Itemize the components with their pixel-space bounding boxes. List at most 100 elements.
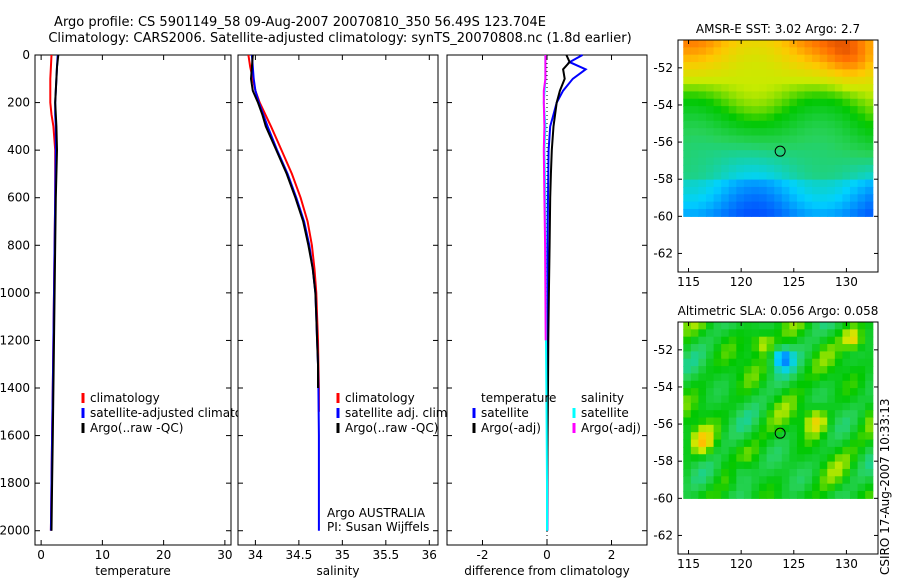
heatmap-cell xyxy=(781,194,790,203)
heatmap-cell xyxy=(774,476,783,485)
heatmap-cell xyxy=(713,208,722,217)
heatmap-cell xyxy=(819,366,828,375)
heatmap-cell xyxy=(759,142,768,151)
heatmap-cell xyxy=(819,344,828,352)
heatmap-cell xyxy=(728,179,737,188)
heatmap-cell xyxy=(728,84,737,93)
heatmap-cell xyxy=(842,366,851,375)
heatmap-cell xyxy=(683,179,692,188)
heatmap-cell xyxy=(827,84,836,93)
heatmap-cell xyxy=(706,142,715,151)
heatmap-cell xyxy=(706,373,715,382)
heatmap-cell xyxy=(796,106,806,115)
heatmap-cell xyxy=(743,358,753,367)
heatmap-cell xyxy=(774,336,783,345)
heatmap-cells xyxy=(683,322,874,499)
heatmap-cell xyxy=(812,54,821,63)
heatmap-cell xyxy=(804,172,813,181)
heatmap-cell xyxy=(713,446,722,455)
heatmap-cell xyxy=(690,344,700,352)
heatmap-cell xyxy=(804,135,813,144)
heatmap-cell xyxy=(721,150,730,159)
heatmap-cell xyxy=(713,351,722,360)
heatmap-cell xyxy=(827,179,836,188)
heatmap-cell xyxy=(683,329,692,338)
heatmap-cell xyxy=(796,54,806,63)
heatmap-cell xyxy=(819,208,828,217)
heatmap-cell xyxy=(804,98,813,107)
heatmap-cell xyxy=(706,120,715,129)
heatmap-cell xyxy=(766,142,775,151)
heatmap-cell xyxy=(850,76,859,85)
heatmap-cell xyxy=(804,62,813,70)
heatmap-cell xyxy=(713,47,722,56)
heatmap-cell xyxy=(736,40,745,48)
heatmap-cell xyxy=(698,150,707,159)
heatmap-cell xyxy=(766,150,775,159)
heatmap-cell xyxy=(789,410,798,419)
heatmap-cell xyxy=(857,208,866,217)
heatmap-cell xyxy=(850,91,859,100)
heatmap-cell xyxy=(721,106,730,115)
heatmap-cell xyxy=(774,172,783,181)
heatmap-cell xyxy=(865,91,874,100)
heatmap-cell xyxy=(690,135,700,144)
heatmap-cell xyxy=(698,62,707,70)
heatmap-cell xyxy=(759,446,768,455)
heatmap-cell xyxy=(857,366,866,375)
heatmap-cell xyxy=(690,179,700,188)
heatmap-cell xyxy=(850,468,859,477)
heatmap-cell xyxy=(819,322,828,330)
heatmap-cell xyxy=(850,179,859,188)
heatmap-cell xyxy=(698,490,707,499)
heatmap-cell xyxy=(789,454,798,463)
heatmap-cell xyxy=(842,142,851,151)
heatmap-cell xyxy=(827,336,836,345)
heatmap-cell xyxy=(857,164,866,173)
heatmap-cell xyxy=(736,106,745,115)
heatmap-cell xyxy=(819,439,828,448)
heatmap-cell xyxy=(774,490,783,499)
legend-title: temperature xyxy=(481,391,556,405)
heatmap-cell xyxy=(759,47,768,56)
heatmap-cell xyxy=(766,186,775,195)
heatmap-cell xyxy=(728,461,737,470)
heatmap-cell xyxy=(819,84,828,93)
heatmap-cell xyxy=(796,98,806,107)
heatmap-cell xyxy=(781,128,790,137)
heatmap-cell xyxy=(850,172,859,181)
heatmap-cell xyxy=(698,432,707,441)
heatmap-cell xyxy=(706,91,715,100)
heatmap-cell xyxy=(819,410,828,419)
heatmap-cell xyxy=(713,172,722,181)
heatmap-cell xyxy=(789,424,798,433)
heatmap-cell xyxy=(842,454,851,463)
heatmap-cell xyxy=(865,322,874,330)
heatmap-cell xyxy=(766,54,775,63)
heatmap-cell xyxy=(781,186,790,195)
heatmap-cell xyxy=(819,98,828,107)
heatmap-cell xyxy=(789,344,798,352)
heatmap-cell xyxy=(713,40,722,48)
heatmap-cell xyxy=(796,410,806,419)
heatmap-cell xyxy=(683,54,692,63)
heatmap-cell xyxy=(743,461,753,470)
heatmap-cell xyxy=(713,142,722,151)
heatmap-cell xyxy=(736,120,745,129)
y-tick-label: 800 xyxy=(7,238,30,252)
heatmap-cell xyxy=(721,424,730,433)
heatmap-cell xyxy=(698,179,707,188)
legend-entry: satellite xyxy=(481,406,529,420)
heatmap-cell xyxy=(713,106,722,115)
heatmap-cell xyxy=(796,120,806,129)
heatmap-cell xyxy=(865,201,874,210)
argo-location-marker xyxy=(774,145,786,157)
heatmap-cell xyxy=(698,461,707,470)
heatmap-cell xyxy=(751,446,760,455)
heatmap-cell xyxy=(743,208,753,217)
heatmap-cell xyxy=(690,164,700,173)
heatmap-cell xyxy=(857,135,866,144)
heatmap-cell xyxy=(857,454,866,463)
heatmap-cell xyxy=(759,424,768,433)
heatmap-cell xyxy=(774,432,783,441)
